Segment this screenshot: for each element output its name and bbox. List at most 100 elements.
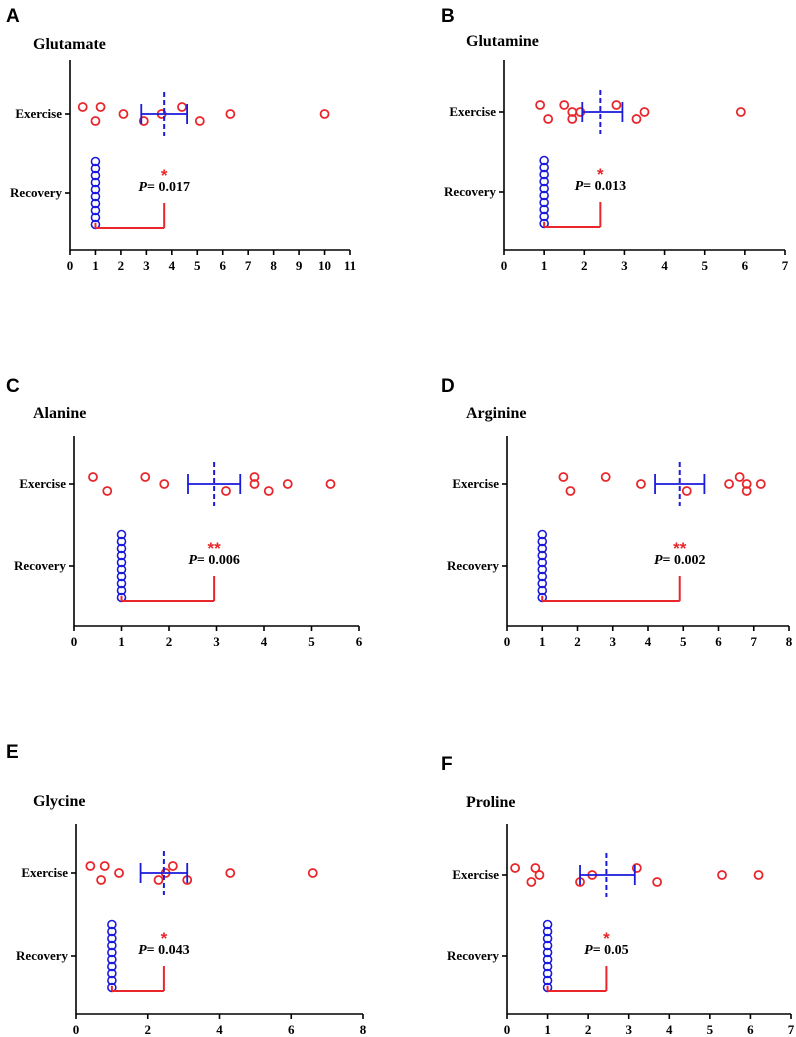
exercise-point: [167, 861, 178, 871]
recovery-point: [107, 975, 117, 986]
recovery-point: [539, 176, 549, 187]
recovery-point: [542, 940, 553, 951]
x-tick-label: 1: [541, 258, 548, 273]
recovery-point: [107, 919, 117, 930]
x-tick-label: 4: [666, 1022, 673, 1037]
category-label: Recovery: [10, 185, 62, 200]
exercise-point: [526, 877, 537, 887]
category-label: Recovery: [444, 184, 496, 199]
x-tick-label: 7: [245, 258, 252, 273]
recovery-point: [542, 954, 553, 965]
exercise-point: [99, 861, 110, 871]
exercise-point: [753, 870, 764, 880]
recovery-point: [107, 961, 117, 972]
x-tick-label: 3: [143, 258, 150, 273]
recovery-point: [542, 933, 553, 944]
x-tick-label: 4: [261, 634, 268, 649]
exercise-point: [118, 109, 129, 119]
p-value: = 0.043: [147, 943, 190, 958]
category-label: Exercise: [15, 106, 62, 121]
exercise-point: [636, 479, 646, 489]
exercise-point: [755, 479, 766, 489]
recovery-point: [537, 571, 548, 582]
recovery-point: [116, 578, 127, 589]
recovery-point: [537, 536, 548, 547]
panel-title: Glutamine: [466, 33, 539, 50]
exercise-point: [138, 116, 149, 126]
x-tick-label: 6: [747, 1022, 754, 1037]
recovery-point: [539, 190, 549, 201]
exercise-point: [325, 479, 336, 489]
recovery-point: [539, 183, 549, 194]
x-tick-label: 6: [715, 634, 722, 649]
p-label: P: [575, 179, 584, 194]
recovery-point: [537, 543, 548, 554]
x-tick-label: 5: [194, 258, 201, 273]
recovery-point: [539, 211, 549, 222]
recovery-point: [539, 197, 549, 208]
exercise-point: [639, 107, 650, 117]
exercise-point: [724, 479, 734, 489]
recovery-point: [542, 961, 553, 972]
x-tick-label: 2: [166, 634, 173, 649]
x-tick-label: 3: [610, 634, 617, 649]
significance-stars: *: [161, 166, 168, 185]
exercise-point: [225, 109, 236, 119]
exercise-point: [225, 868, 236, 878]
recovery-point: [90, 163, 101, 174]
recovery-point: [539, 204, 549, 215]
exercise-point: [681, 486, 692, 496]
x-tick-label: 7: [782, 258, 789, 273]
exercise-point: [159, 479, 170, 489]
exercise-point: [559, 100, 570, 110]
exercise-point: [543, 114, 554, 124]
x-tick-label: 0: [67, 258, 74, 273]
recovery-point: [107, 947, 117, 958]
recovery-point: [537, 557, 548, 568]
recovery-point: [539, 169, 549, 180]
recovery-point: [107, 940, 117, 951]
recovery-point: [90, 184, 101, 195]
x-tick-label: 8: [360, 1022, 367, 1037]
recovery-point: [90, 191, 101, 202]
p-value-text: P= 0.002: [654, 553, 706, 568]
recovery-point: [542, 975, 553, 986]
recovery-point: [107, 926, 117, 937]
exercise-point: [717, 870, 727, 880]
x-tick-label: 5: [701, 258, 708, 273]
recovery-point: [537, 529, 548, 540]
p-label: P: [654, 553, 663, 568]
exercise-point: [140, 472, 151, 482]
x-tick-label: 1: [92, 258, 99, 273]
exercise-point: [565, 486, 576, 496]
exercise-point: [735, 107, 746, 117]
p-value: = 0.013: [583, 179, 626, 194]
x-tick-label: 9: [296, 258, 303, 273]
p-value: = 0.017: [147, 180, 190, 195]
panel-title: Arginine: [466, 405, 526, 422]
exercise-point: [153, 875, 164, 885]
panel-letter: B: [441, 6, 455, 27]
recovery-point: [90, 156, 101, 167]
x-tick-label: 6: [288, 1022, 295, 1037]
recovery-point: [537, 578, 548, 589]
recovery-point: [116, 571, 127, 582]
x-tick-label: 0: [504, 1022, 511, 1037]
x-tick-label: 8: [270, 258, 277, 273]
exercise-point: [263, 486, 274, 496]
x-tick-label: 6: [356, 634, 363, 649]
p-value-text: P= 0.006: [188, 553, 240, 568]
x-tick-label: 11: [344, 258, 356, 273]
p-label: P: [188, 553, 197, 568]
x-tick-label: 6: [219, 258, 226, 273]
category-label: Recovery: [14, 558, 66, 573]
exercise-point: [114, 868, 124, 878]
category-label: Recovery: [447, 558, 499, 573]
recovery-point: [542, 968, 553, 979]
exercise-point: [90, 116, 101, 126]
x-tick-label: 0: [73, 1022, 80, 1037]
x-tick-label: 2: [145, 1022, 152, 1037]
x-tick-label: 3: [213, 634, 220, 649]
